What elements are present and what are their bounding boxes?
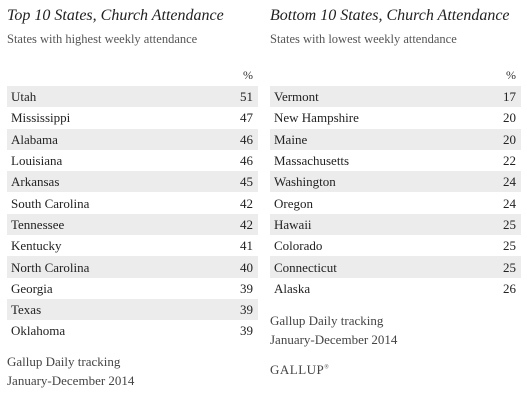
state-name: Massachusetts	[274, 153, 350, 169]
attendance-percent: 42	[240, 195, 253, 211]
table-row: Colorado 25	[270, 235, 521, 256]
attendance-percent: 25	[472, 213, 521, 236]
attendance-percent: 40	[207, 256, 258, 278]
table-row: Oregon 24	[270, 192, 521, 213]
table-row: Vermont 17	[270, 86, 521, 108]
table-row: Utah 51	[7, 86, 258, 108]
table-row: Hawaii 25	[270, 213, 521, 236]
gallup-logo: GALLUP®	[270, 362, 521, 378]
attendance-percent: 45	[207, 171, 258, 193]
attendance-percent: 26	[503, 280, 516, 296]
state-name: South Carolina	[11, 195, 90, 211]
state-name: Vermont	[270, 86, 473, 108]
state-name: Oregon	[274, 195, 313, 211]
state-name: Mississippi	[11, 110, 71, 126]
state-name: Hawaii	[270, 213, 473, 236]
attendance-percent: 46	[207, 128, 258, 150]
attendance-percent: 46	[240, 153, 253, 169]
table-row: Tennessee 42	[7, 213, 258, 236]
attendance-percent: 24	[503, 195, 516, 211]
state-name: Washington	[270, 171, 473, 193]
registered-mark: ®	[324, 364, 330, 371]
state-name: Louisiana	[11, 153, 63, 169]
state-name: Maine	[270, 128, 473, 150]
source-line-2: January-December 2014	[270, 331, 398, 347]
state-name: Arkansas	[7, 171, 208, 193]
attendance-percent: 39	[207, 298, 258, 321]
bottom-states-source-note: Gallup Daily tracking January-December 2…	[270, 311, 521, 349]
table-row: Texas 39	[7, 298, 258, 321]
gallup-logo-text: GALLUP	[270, 361, 325, 377]
top-states-panel: Top 10 States, Church Attendance States …	[7, 0, 258, 390]
attendance-percent: 20	[503, 110, 516, 126]
attendance-percent: 25	[472, 256, 521, 278]
table-row: Louisiana 46	[7, 150, 258, 171]
top-states-percent-header: %	[243, 68, 253, 82]
state-name: New Hampshire	[274, 110, 359, 126]
attendance-percent: 17	[472, 86, 521, 108]
table-row: Georgia 39	[7, 278, 258, 299]
attendance-percent: 47	[240, 110, 253, 126]
table-row: Alaska 26	[270, 278, 521, 299]
state-name: Oklahoma	[11, 323, 66, 339]
source-line-1: Gallup Daily tracking	[270, 312, 384, 328]
table-row: Massachusetts 22	[270, 150, 521, 171]
state-name: Utah	[7, 86, 208, 108]
attendance-percent: 25	[503, 238, 516, 254]
table-row: Arkansas 45	[7, 171, 258, 193]
bottom-states-percent-header: %	[506, 68, 516, 82]
state-name: Colorado	[274, 238, 323, 254]
bottom-states-panel: Bottom 10 States, Church Attendance Stat…	[270, 0, 521, 378]
table-row: North Carolina 40	[7, 256, 258, 278]
attendance-percent: 39	[240, 280, 253, 296]
state-name: Alabama	[7, 128, 208, 150]
state-name: Alaska	[274, 280, 311, 296]
table-row: Kentucky 41	[7, 235, 258, 256]
table-row: New Hampshire 20	[270, 107, 521, 128]
table-row: Alabama 46	[7, 128, 258, 150]
table-row: Washington 24	[270, 171, 521, 193]
top-states-source-note: Gallup Daily tracking January-December 2…	[7, 352, 258, 390]
state-name: North Carolina	[7, 256, 208, 278]
table-row: South Carolina 42	[7, 192, 258, 213]
bottom-states-subtitle: States with lowest weekly attendance	[270, 32, 457, 46]
top-states-title: Top 10 States, Church Attendance	[7, 7, 224, 24]
attendance-percent: 39	[240, 323, 253, 339]
source-line-2: January-December 2014	[7, 372, 135, 388]
bottom-states-table: Vermont 17 New Hampshire 20 Maine 20 Massachus…	[270, 86, 521, 299]
attendance-percent: 20	[472, 128, 521, 150]
top-states-table: Utah 51 Mississippi 47 Alabama 46 Louisiana 46 A…	[7, 86, 258, 342]
table-row: Oklahoma 39	[7, 320, 258, 341]
state-name: Connecticut	[270, 256, 473, 278]
state-name: Kentucky	[11, 238, 62, 254]
attendance-percent: 22	[503, 153, 516, 169]
state-name: Tennessee	[7, 213, 208, 236]
attendance-percent: 41	[240, 238, 253, 254]
top-states-subtitle: States with highest weekly attendance	[7, 32, 198, 46]
attendance-percent: 51	[207, 86, 258, 108]
attendance-percent: 24	[472, 171, 521, 193]
bottom-states-title: Bottom 10 States, Church Attendance	[270, 7, 510, 24]
attendance-percent: 42	[207, 213, 258, 236]
table-row: Maine 20	[270, 128, 521, 150]
table-row: Connecticut 25	[270, 256, 521, 278]
state-name: Texas	[7, 298, 208, 321]
table-row: Mississippi 47	[7, 107, 258, 128]
source-line-1: Gallup Daily tracking	[7, 353, 121, 369]
state-name: Georgia	[11, 280, 53, 296]
